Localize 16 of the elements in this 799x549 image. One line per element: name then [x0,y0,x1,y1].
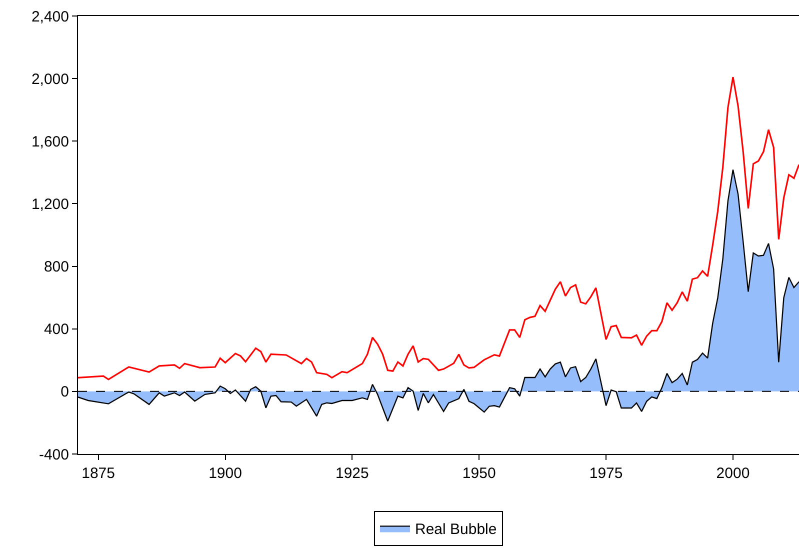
x-tick-label: 1875 [82,465,115,482]
x-tick-label: 1975 [589,465,623,482]
x-tick-label: 1900 [208,465,242,482]
x-tick-label: 2000 [716,465,750,482]
y-tick-label: 2,400 [31,8,69,26]
line-series [78,76,799,380]
legend-label: Real Bubble [415,521,497,538]
x-tick-label: 1925 [335,465,369,482]
y-tick-label: -400 [38,446,69,464]
y-tick-label: 800 [44,258,69,276]
y-tick-label: 400 [44,321,69,338]
y-tick-label: 1,600 [31,133,69,150]
y-tick-label: 2,000 [31,70,69,88]
x-tick-label: 1950 [462,465,496,482]
y-tick-label: 0 [60,384,69,401]
y-tick-label: 1,200 [31,196,69,213]
